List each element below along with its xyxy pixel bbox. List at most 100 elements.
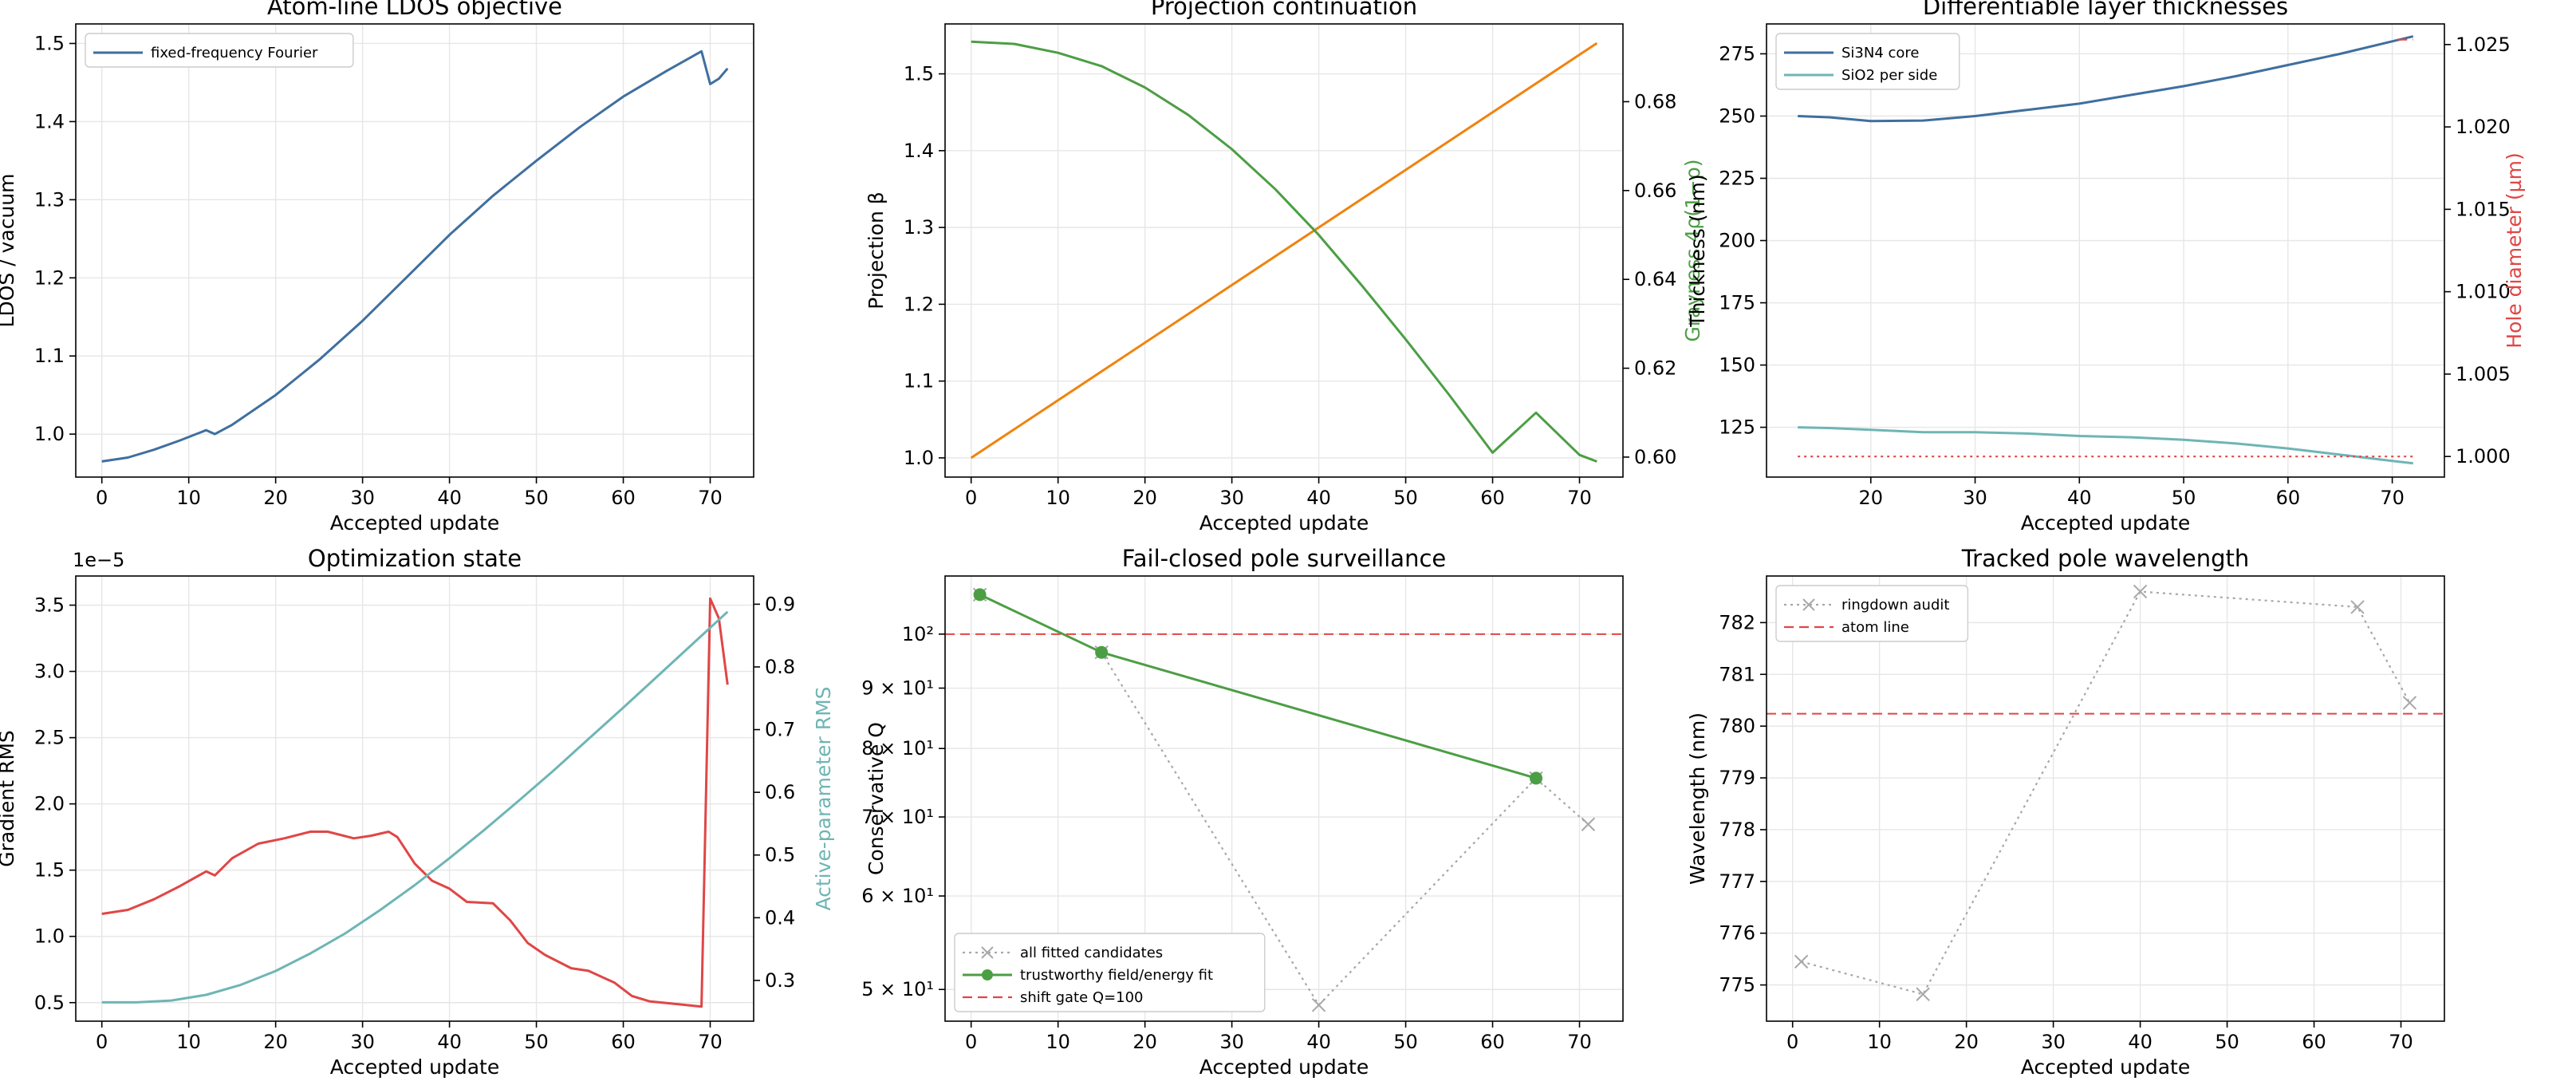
panel-layer-thicknesses: 20 30 40 50 60 70 125 150 175 200 225 250 275 1.000 1.… <box>1686 0 2526 535</box>
series-line <box>101 610 729 1004</box>
panel-pole-surveillance: 0 10 20 30 40 50 60 70 5 × 10¹ 6 × 10¹ 7 × 10¹ 8 × … <box>861 545 1624 1079</box>
chart-title: Projection continuation <box>1151 0 1417 20</box>
data-point <box>1916 987 1930 1001</box>
y-right-tick-label: 1.015 <box>2456 198 2511 220</box>
legend-label: shift gate Q=100 <box>1020 989 1144 1006</box>
x-tick-label: 60 <box>2276 487 2301 509</box>
x-tick-label: 40 <box>1306 487 1331 509</box>
y-tick-label: 7 × 10¹ <box>861 806 934 828</box>
x-tick-label: 60 <box>1480 1031 1505 1053</box>
y-tick-label: 1.5 <box>904 63 934 85</box>
x-tick-label: 20 <box>263 1031 288 1053</box>
y-axis-label: Wavelength (nm) <box>1686 712 1709 885</box>
series-group <box>970 40 1598 463</box>
y-tick-label: 782 <box>1719 611 1755 633</box>
data-point <box>2350 600 2365 614</box>
legend-frame <box>1775 585 1969 642</box>
plot-frame <box>75 23 754 478</box>
y-tick-label: 8 × 10¹ <box>861 737 934 760</box>
x-tick-label: 50 <box>524 487 549 509</box>
y-tick-label: 1.5 <box>34 32 65 54</box>
y-tick-label: 0.5 <box>34 992 65 1014</box>
x-tick-label: 70 <box>2380 487 2405 509</box>
legend-label: atom line <box>1841 619 1909 636</box>
legend-frame <box>85 33 354 68</box>
legend-label: all fitted candidates <box>1020 945 1163 961</box>
y-right-tick-label: 0.68 <box>1634 90 1676 112</box>
x-axis-label: Accepted update <box>2021 511 2191 535</box>
data-point <box>1311 998 1326 1012</box>
x-tick-label: 40 <box>437 1031 462 1053</box>
plot-frame <box>1766 23 2445 478</box>
y-tick-label: 200 <box>1719 230 1755 252</box>
legend-frame <box>954 933 1266 1012</box>
chart-title: Optimization state <box>308 545 522 572</box>
y-right-tick-label: 0.8 <box>765 656 795 678</box>
x-tick-label: 10 <box>176 487 201 509</box>
data-point <box>1530 771 1543 785</box>
y-right-tick-label: 0.5 <box>765 844 795 866</box>
y-right-tick-label: 1.010 <box>2456 281 2511 303</box>
data-point <box>973 588 987 602</box>
series-line <box>101 49 729 463</box>
x-tick-label: 30 <box>1963 487 1987 509</box>
series-line <box>1798 35 2414 123</box>
y-axis-label: Gradient RMS <box>0 730 18 867</box>
y-tick-label: 1.3 <box>904 216 934 239</box>
x-tick-label: 70 <box>1567 487 1592 509</box>
y-right-tick-label: 0.60 <box>1634 446 1676 468</box>
legend-marker <box>981 946 994 959</box>
x-axis-label: Accepted update <box>2021 1055 2191 1079</box>
y-tick-label: 10² <box>902 623 934 645</box>
x-tick-label: 30 <box>2041 1031 2066 1053</box>
y-tick-label: 250 <box>1719 105 1755 127</box>
x-tick-label: 60 <box>1480 487 1505 509</box>
x-tick-label: 60 <box>611 1031 636 1053</box>
y-tick-label: 777 <box>1719 870 1755 893</box>
data-point <box>2402 696 2417 710</box>
y-tick-label: 175 <box>1719 292 1755 314</box>
data-point <box>1581 817 1596 831</box>
plot-frame <box>944 23 1624 478</box>
x-tick-label: 50 <box>1393 1031 1418 1053</box>
x-tick-label: 50 <box>1393 487 1418 509</box>
x-tick-label: 0 <box>96 1031 108 1053</box>
y-right-tick-label: 1.000 <box>2456 445 2511 468</box>
x-axis-label: Accepted update <box>1199 1055 1369 1079</box>
x-tick-label: 40 <box>437 487 462 509</box>
y-tick-label: 3.5 <box>34 594 65 617</box>
plot-frame <box>75 575 754 1022</box>
legend-marker <box>982 969 993 980</box>
y-tick-label: 1.1 <box>34 345 65 367</box>
x-axis-label: Accepted update <box>330 1055 500 1079</box>
y-tick-label: 1.2 <box>34 266 65 289</box>
series-line <box>970 41 1598 460</box>
y-tick-label: 779 <box>1719 767 1755 789</box>
x-tick-label: 40 <box>1306 1031 1331 1053</box>
x-tick-label: 60 <box>611 487 636 509</box>
y-axis-label: Projection β <box>865 191 888 310</box>
x-tick-label: 0 <box>965 487 977 509</box>
plot-frame <box>1766 575 2445 1022</box>
y-right-tick-label: 0.4 <box>765 906 795 929</box>
panel-optimization-state: 0 10 20 30 40 50 60 70 0.5 1.0 1.5 2.0 2.5 3.0 3.5 0.3 0… <box>0 545 835 1079</box>
y-tick-label: 1.5 <box>34 859 65 882</box>
x-tick-label: 60 <box>2302 1031 2326 1053</box>
y-offset-label: 1e−5 <box>73 549 124 571</box>
y-tick-label: 9 × 10¹ <box>861 677 934 700</box>
x-tick-label: 50 <box>2172 487 2196 509</box>
legend: fixed-frequency Fourier <box>85 33 354 68</box>
x-tick-label: 10 <box>1046 1031 1070 1053</box>
x-axis-label: Accepted update <box>1199 511 1369 535</box>
chart-title: Atom-line LDOS objective <box>267 0 562 20</box>
series-group <box>1798 35 2414 465</box>
x-tick-label: 0 <box>1786 1031 1798 1053</box>
panel-ldos-objective: 0 10 20 30 40 50 60 70 1.0 1.1 1.2 1.3 1.4 1.5 Atom-li… <box>0 0 754 535</box>
y-tick-label: 775 <box>1719 974 1755 996</box>
x-tick-label: 50 <box>2215 1031 2239 1053</box>
y-tick-label: 125 <box>1719 416 1755 439</box>
x-tick-label: 0 <box>96 487 108 509</box>
legend-label: fixed-frequency Fourier <box>151 45 318 61</box>
y-axis-label: Conservative Q <box>865 722 888 875</box>
series-line <box>1798 426 2413 465</box>
